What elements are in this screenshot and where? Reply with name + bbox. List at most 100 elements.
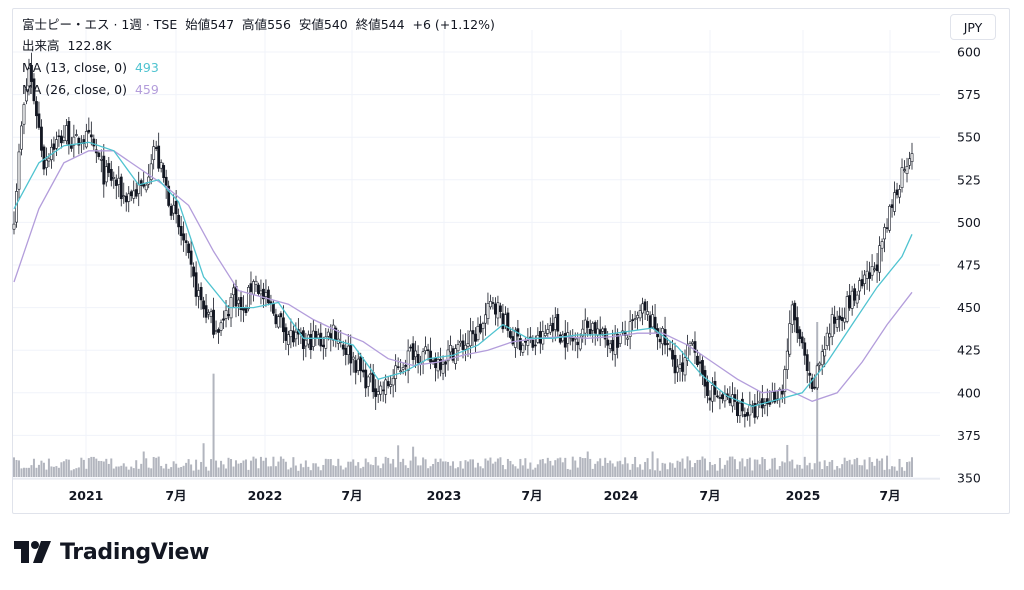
candle [848, 283, 852, 311]
volume-bar [659, 470, 662, 477]
volume-bar [92, 456, 95, 477]
y-tick-label: 500 [957, 215, 981, 230]
candle [576, 332, 580, 359]
volume-bar [556, 458, 559, 477]
candle [598, 316, 602, 347]
legend-ma13[interactable]: MA (13, close, 0) 493 [22, 60, 159, 76]
candle [486, 292, 490, 325]
candle [381, 381, 385, 402]
candle [389, 375, 393, 395]
volume-bar [576, 467, 579, 477]
volume-bar [826, 466, 829, 477]
candle [843, 307, 847, 330]
volume-bar [359, 468, 362, 477]
volume-bar [726, 460, 729, 477]
candle [214, 320, 218, 335]
candle [835, 310, 839, 332]
volume-bar [521, 465, 524, 477]
volume-bar [162, 468, 165, 477]
candle [182, 221, 186, 252]
volume-bar [786, 444, 789, 477]
volume-bar [170, 467, 173, 477]
volume-bar [190, 464, 193, 477]
candle [147, 164, 151, 189]
volume-bar [447, 461, 450, 477]
volume-bar [140, 463, 143, 477]
volume-bar [419, 465, 422, 477]
price-chart[interactable]: 350 375 400 425 450 475 500 525 550 575 600 2021 7月… [0, 0, 1024, 520]
candle [79, 135, 83, 154]
candle [666, 337, 669, 357]
candle [331, 319, 335, 347]
volume-bar [220, 460, 223, 477]
x-tick-label: 2025 [786, 488, 821, 503]
candle [815, 363, 819, 391]
candle [189, 240, 193, 278]
volume-bar [112, 468, 115, 477]
candle [873, 262, 876, 273]
chart-frame [12, 8, 1010, 514]
candle [716, 390, 719, 399]
volume-bar [893, 466, 896, 477]
ma26-line [13, 150, 913, 403]
volume-bar [551, 465, 554, 477]
close-value: 544 [380, 17, 405, 32]
volume-bar [609, 460, 612, 477]
candle [830, 307, 834, 346]
volume-bar [40, 460, 43, 477]
volume-bar [65, 459, 68, 477]
legend-ma26[interactable]: MA (26, close, 0) 459 [22, 82, 159, 98]
volume-bar [259, 456, 262, 477]
candle [341, 340, 345, 357]
y-tick-label: 350 [957, 471, 981, 486]
volume-bar [267, 466, 270, 477]
high-value: 556 [267, 17, 291, 32]
volume-bar [766, 470, 769, 477]
candle [476, 317, 480, 342]
candle [793, 300, 797, 333]
tradingview-logo[interactable]: TradingView [14, 538, 209, 566]
candle [371, 364, 375, 399]
volume-bar [534, 467, 537, 477]
candle [441, 355, 445, 381]
candle [384, 374, 388, 404]
volume-bar [778, 466, 781, 477]
currency-button[interactable]: JPY [950, 14, 996, 40]
volume-bar [387, 457, 390, 477]
volume-bar [60, 462, 63, 477]
candle [364, 362, 368, 397]
candle [314, 325, 318, 346]
volume-bar [596, 461, 599, 477]
candle [748, 391, 752, 427]
volume-bar [127, 469, 130, 477]
candle [291, 325, 295, 347]
candle [259, 279, 263, 305]
volume-bar [437, 461, 440, 477]
candle [735, 389, 739, 423]
volume-bar [192, 470, 195, 477]
volume-bar [738, 461, 741, 477]
volume-bar [831, 460, 834, 477]
volume-bar [863, 459, 866, 477]
candle [279, 311, 283, 328]
volume-bar [352, 459, 355, 477]
volume-bar [107, 463, 110, 477]
volume-bar [137, 468, 140, 477]
candle [391, 369, 395, 398]
legend-volume: 出来高 122.8K [22, 38, 111, 54]
volume-bar [908, 461, 911, 477]
volume-bar [452, 461, 455, 477]
volume-bar [811, 469, 814, 477]
volume-bar [883, 469, 886, 477]
volume-bar [329, 459, 332, 477]
candle [169, 203, 173, 220]
volume-bar [519, 458, 522, 477]
candle [104, 159, 108, 187]
candle [853, 283, 857, 307]
candle [424, 336, 427, 355]
candle [319, 322, 323, 352]
candle [119, 173, 123, 207]
volume-bar [569, 469, 572, 477]
candle [638, 304, 642, 322]
candle [636, 311, 640, 331]
